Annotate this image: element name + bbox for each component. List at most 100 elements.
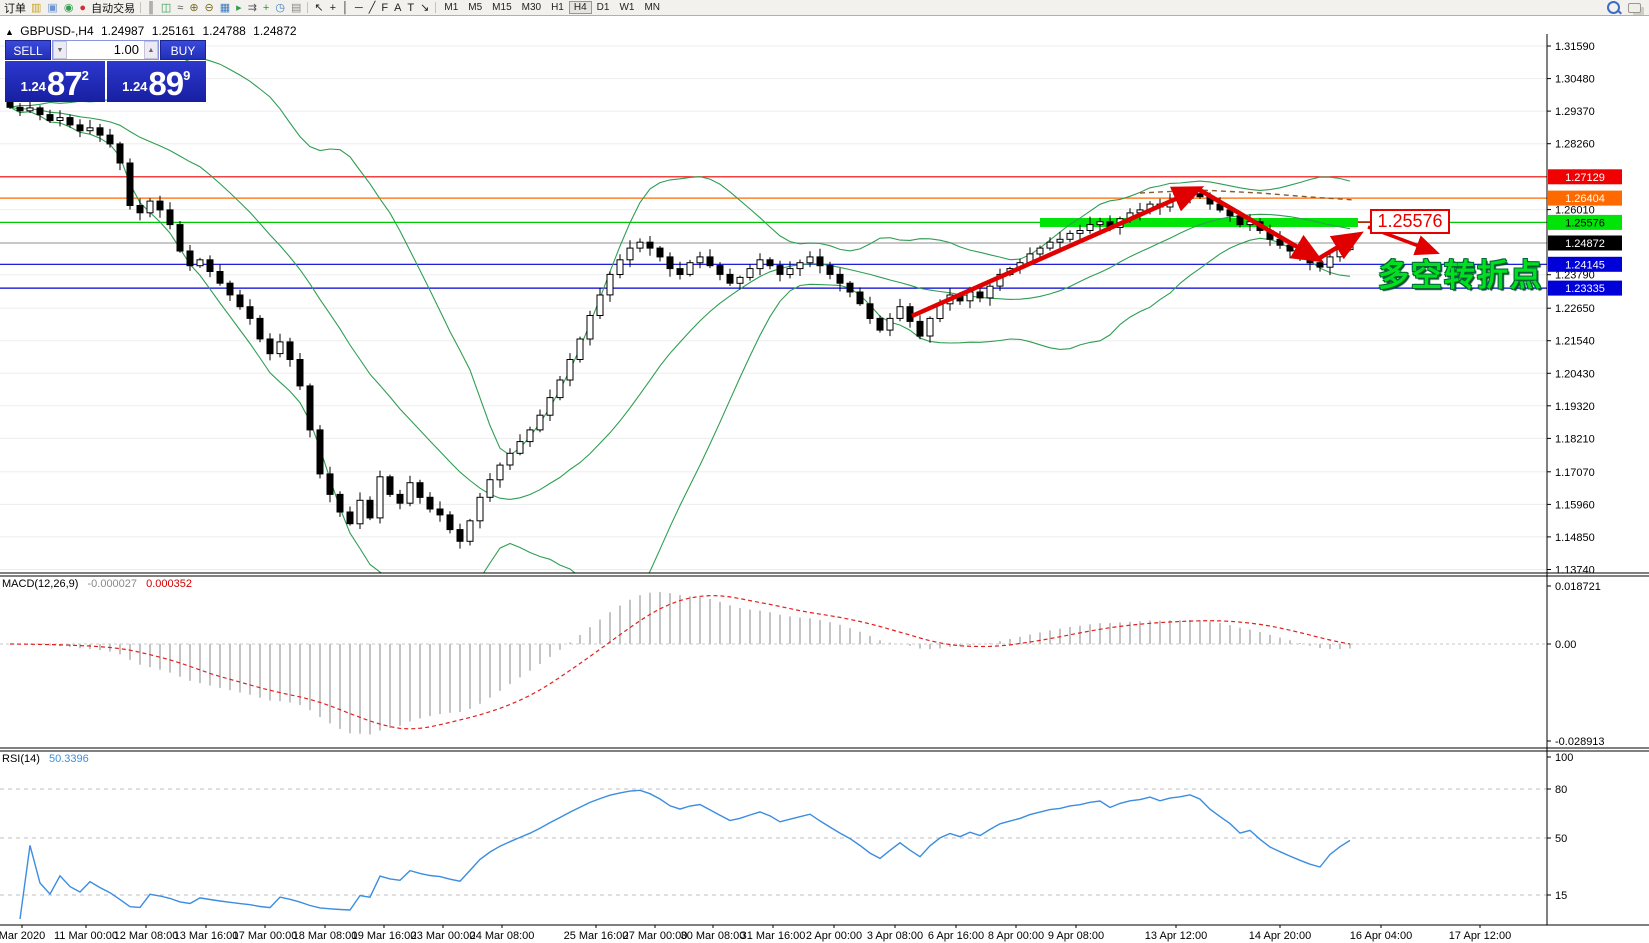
- price-badge-label: 1.23335: [1565, 283, 1605, 295]
- rsi-axis-label: 80: [1555, 784, 1567, 796]
- volume-spinner: ▼ 1.00 ▲: [52, 40, 159, 60]
- time-label: 13 Mar 16:00: [174, 930, 239, 942]
- arrows-icon[interactable]: ↘: [420, 1, 430, 14]
- buy-button[interactable]: BUY: [160, 40, 206, 60]
- timeframe-m30[interactable]: M30: [521, 2, 542, 13]
- time-label: 30 Mar 08:00: [681, 930, 746, 942]
- volume-up-button[interactable]: ▲: [144, 41, 158, 59]
- indicators-icon[interactable]: +: [262, 1, 270, 14]
- sell-price-pip: 2: [81, 68, 89, 83]
- time-label: 11 Mar 00:00: [54, 930, 118, 942]
- buy-price-pip: 9: [183, 68, 191, 83]
- tile-windows-icon[interactable]: ▦: [219, 1, 231, 14]
- macd-main-value: -0.000027: [87, 578, 138, 590]
- price-tick-label: 1.13740: [1555, 565, 1595, 577]
- ohlc-low: 1.24788: [202, 24, 246, 38]
- timeframe-w1[interactable]: W1: [619, 2, 635, 13]
- macd-axis-label: 0.00: [1555, 639, 1576, 651]
- new-order-button[interactable]: 订单: [4, 2, 26, 15]
- trendline-icon[interactable]: ╱: [368, 1, 376, 14]
- timeframe-mn[interactable]: MN: [644, 2, 661, 13]
- price-tick-label: 1.28260: [1555, 139, 1595, 151]
- price-grid: [0, 45, 1547, 570]
- templates-icon[interactable]: ▤: [290, 1, 302, 14]
- time-label: 8 Apr 00:00: [988, 930, 1044, 942]
- chart-marker-icon: ▲: [5, 27, 14, 37]
- text-label-icon[interactable]: T: [407, 1, 415, 14]
- timeframe-m15[interactable]: M15: [492, 2, 512, 13]
- autotrade-icons: ●: [76, 1, 89, 15]
- price-tick-label: 1.18210: [1555, 433, 1595, 445]
- horizontal-line-icon[interactable]: ─: [354, 1, 363, 14]
- timeframe-m1[interactable]: M1: [444, 2, 459, 13]
- price-axis[interactable]: 1.31590 1.30480 1.29370 1.28260 1.26010 1.237…: [1546, 34, 1622, 925]
- main-pane: [6, 57, 1356, 573]
- macd-signal-line: [9, 594, 1351, 730]
- macd-signal-value: 0.000352: [146, 578, 192, 590]
- price-badge: [1548, 280, 1622, 296]
- toolbar-chart-icons: ║ ◫ ≈ ⊕ ⊖ ▦ ▸ ⇉ + ◷ ▤: [144, 1, 304, 15]
- periods-icon[interactable]: ◷: [275, 1, 285, 14]
- chart-canvas[interactable]: 1.31590 1.30480 1.29370 1.28260 1.26010 1.237…: [0, 16, 1649, 943]
- rsi-value: 50.3396: [48, 753, 89, 765]
- price-tick-label: 1.29370: [1555, 106, 1595, 118]
- timeframe-d1[interactable]: D1: [596, 2, 610, 13]
- search-icon[interactable]: [1607, 1, 1620, 14]
- sell-price-panel[interactable]: 1.24 87 2: [5, 61, 105, 102]
- timeframe-h4[interactable]: H4: [568, 1, 592, 14]
- bollinger-upper: [9, 57, 1351, 456]
- price-badge: [1548, 235, 1622, 251]
- price-tick-label: 1.23790: [1555, 270, 1595, 282]
- rsi-line: [19, 789, 1351, 920]
- price-tick-label: 1.19320: [1555, 401, 1595, 413]
- toolbar-right: [1607, 1, 1641, 14]
- zoom-out-icon[interactable]: ⊖: [204, 1, 214, 14]
- chat-icon[interactable]: [1628, 2, 1641, 13]
- timeframe-m5[interactable]: M5: [468, 2, 483, 13]
- time-label: 17 Apr 12:00: [1449, 930, 1511, 942]
- autotrade-status-icon[interactable]: ●: [79, 1, 87, 14]
- bollinger-middle: [9, 106, 1351, 500]
- rsi-axis-label: 100: [1555, 752, 1573, 764]
- price-badge-label: 1.26404: [1565, 193, 1605, 205]
- price-tick-label: 1.15960: [1555, 499, 1595, 511]
- zoom-in-icon[interactable]: ⊕: [189, 1, 199, 14]
- text-icon[interactable]: A: [394, 1, 402, 14]
- macd-label: MACD(12,26,9) -0.000027 0.000352: [2, 578, 192, 590]
- autotrade-button[interactable]: 自动交易: [91, 2, 136, 15]
- cursor-icon[interactable]: ↖: [314, 1, 324, 14]
- time-label: 17 Mar 00:00: [233, 930, 298, 942]
- timeframe-h1[interactable]: H1: [551, 2, 564, 13]
- sell-button[interactable]: SELL: [5, 40, 51, 60]
- timeframe-buttons: M1 M5 M15 M30 H1 H4 D1 W1 MN: [439, 1, 665, 14]
- buy-price-prefix: 1.24: [122, 79, 148, 94]
- time-label: 12 Mar 08:00: [114, 930, 179, 942]
- fibonacci-icon[interactable]: F: [381, 1, 389, 14]
- volume-down-button[interactable]: ▼: [53, 41, 67, 59]
- chart-shift-icon[interactable]: ⇉: [247, 1, 257, 14]
- time-label: 6 Apr 16:00: [928, 930, 984, 942]
- price-badge-label: 1.24872: [1565, 238, 1605, 250]
- candlestick-icon[interactable]: ◫: [160, 1, 172, 14]
- new-order-icon[interactable]: ▥: [31, 1, 42, 14]
- vertical-line-icon[interactable]: │: [342, 1, 349, 14]
- bar-chart-icon[interactable]: ║: [147, 1, 155, 14]
- navigator-icon[interactable]: ▣: [47, 1, 58, 14]
- volume-input[interactable]: 1.00: [113, 42, 139, 57]
- price-badge: [1548, 256, 1622, 272]
- bollinger-lower: [9, 106, 1351, 573]
- alerts-icon[interactable]: ◉: [63, 1, 74, 14]
- trend-arrows: [911, 186, 1440, 319]
- time-label: 2 Apr 00:00: [806, 930, 862, 942]
- macd-axis-label: 0.018721: [1555, 581, 1601, 593]
- auto-scroll-icon[interactable]: ▸: [236, 1, 242, 14]
- macd-histogram: [19, 592, 1351, 735]
- line-chart-icon[interactable]: ≈: [177, 1, 184, 14]
- time-label: 13 Apr 12:00: [1145, 930, 1207, 942]
- time-label: 24 Mar 08:00: [470, 930, 535, 942]
- toolbar: 订单 ▥ ▣ ◉ ● 自动交易 ║ ◫ ≈ ⊕ ⊖ ▦ ▸ ⇉ + ◷ ▤ ↖ + │ ─ ╱ F A T ↘ M1 M5…: [0, 0, 1649, 16]
- crosshair-icon[interactable]: +: [329, 1, 337, 14]
- buy-price-panel[interactable]: 1.24 89 9: [106, 61, 206, 102]
